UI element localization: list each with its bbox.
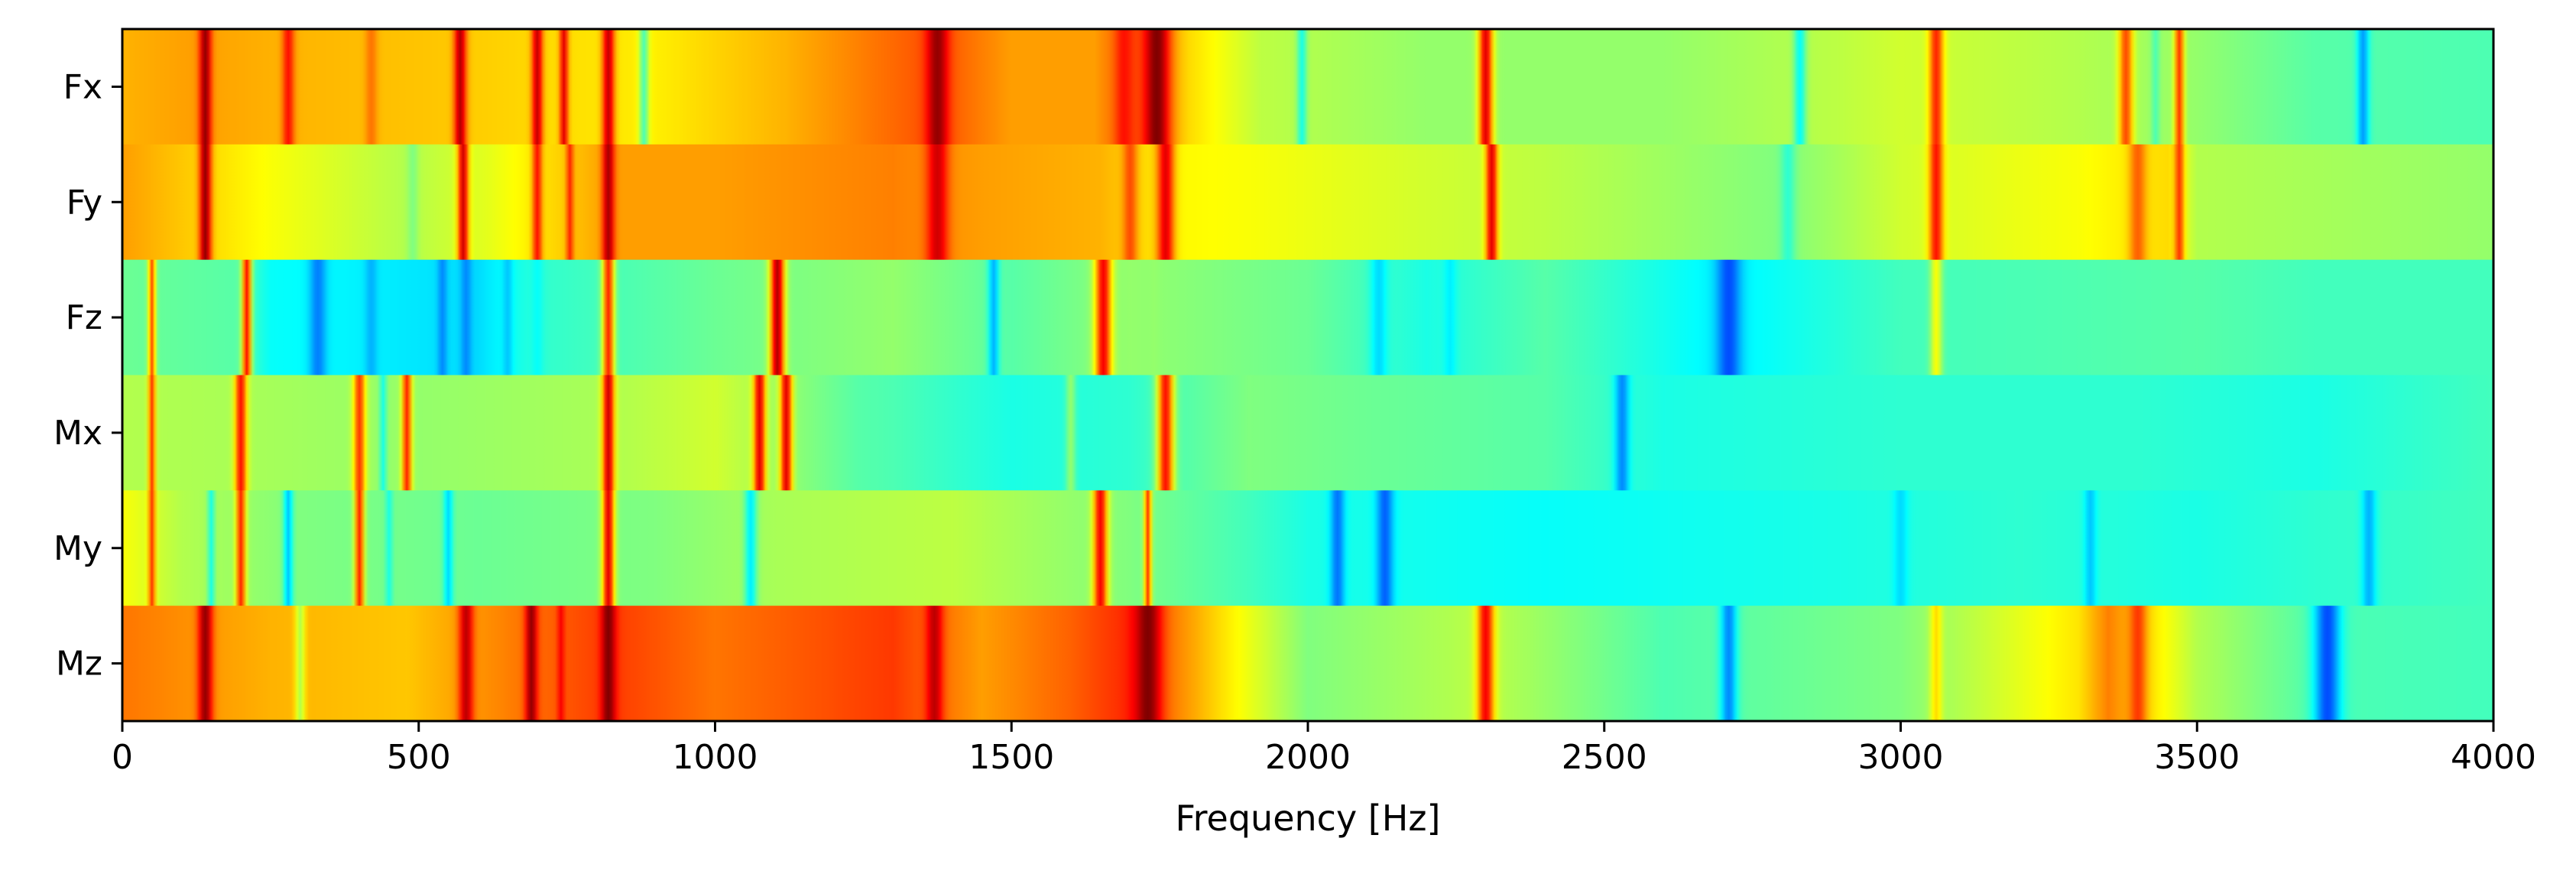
y-axis: Fx Fy Fz Mx My Mz [54, 67, 122, 684]
x-tick-label: 2500 [1562, 738, 1647, 777]
heatmap-rows [122, 29, 2493, 722]
y-tick-label-mz: Mz [56, 645, 102, 684]
heatmap-row-mz [122, 606, 2493, 722]
x-tick-label: 0 [112, 738, 133, 777]
x-tick-label: 500 [387, 738, 451, 777]
heatmap-row-fy [122, 144, 2493, 261]
x-axis-title: Frequency [Hz] [1176, 798, 1441, 839]
heatmap-row-mx [122, 375, 2493, 491]
y-tick-label-fz: Fz [66, 298, 102, 337]
x-tick-label: 4000 [2451, 738, 2536, 777]
x-tick-label: 1000 [673, 738, 758, 777]
y-tick-label-mx: Mx [54, 414, 102, 453]
x-tick-label: 3000 [1858, 738, 1944, 777]
x-tick-label: 3500 [2154, 738, 2240, 777]
heatmap-row-my [122, 490, 2493, 606]
x-tick-label: 2000 [1265, 738, 1351, 777]
y-tick-label-fy: Fy [67, 183, 102, 222]
y-tick-label-fx: Fx [63, 67, 102, 106]
heatmap-row-fx [122, 29, 2493, 145]
y-tick-label-my: My [54, 529, 102, 568]
heatmap-row-fz [122, 259, 2493, 375]
x-tick-label: 1500 [968, 738, 1054, 777]
x-axis: 0 500 1000 1500 2000 2500 3000 3500 4000 [112, 721, 2536, 777]
